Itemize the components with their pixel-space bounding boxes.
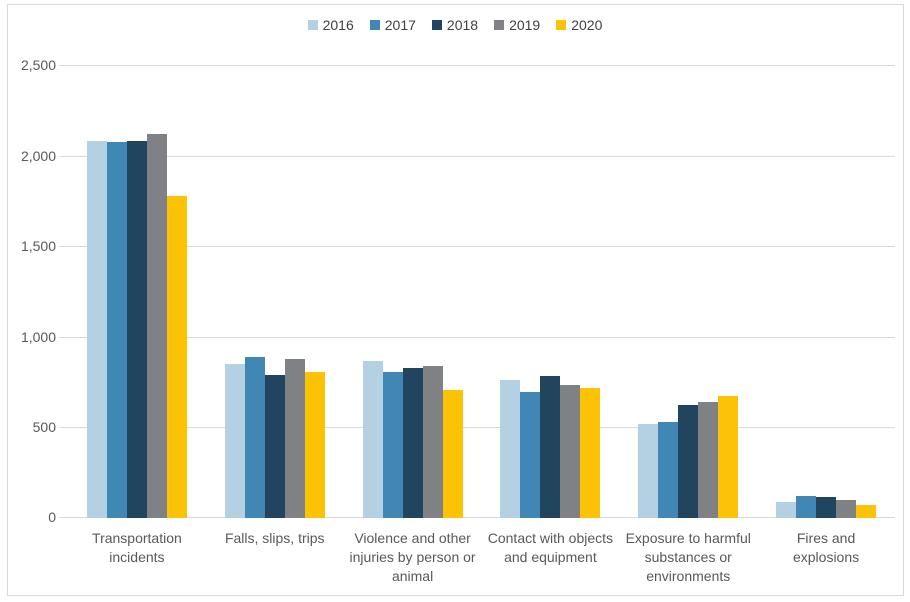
y-axis-tick [59, 427, 68, 428]
gridline [68, 337, 895, 338]
x-axis-label: Exposure to harmful substances or enviro… [625, 530, 751, 584]
y-axis-tick [59, 246, 68, 247]
bar-2020 [580, 388, 601, 518]
bar-group [481, 65, 619, 518]
legend-label: 2017 [384, 17, 416, 33]
bar-2019 [422, 365, 443, 518]
bar-2020 [304, 372, 325, 518]
bar-2019 [284, 358, 305, 518]
bar-2017 [106, 141, 127, 518]
legend-item-2018: 2018 [431, 17, 479, 33]
y-axis-label: 2,500 [20, 57, 56, 73]
x-axis-label: Falls, slips, trips [224, 530, 325, 546]
bar-2017 [520, 392, 541, 518]
gridline [68, 156, 895, 157]
bar-2020 [442, 390, 463, 518]
bar-2016 [362, 361, 383, 518]
bar-2020 [166, 195, 187, 518]
bar-group [619, 65, 757, 518]
bar-2018 [402, 367, 423, 518]
bar-2016 [500, 380, 521, 518]
bar-2018 [816, 497, 837, 518]
legend-label: 2018 [446, 17, 479, 33]
bar-group [344, 65, 482, 518]
bar-2017 [796, 495, 817, 518]
bar-2016 [638, 424, 659, 518]
plot-area: 0 500 1,000 1,500 2,000 2,500 Transportation … [21, 57, 895, 584]
legend-swatch [431, 20, 442, 30]
bar-2016 [776, 502, 797, 518]
bar-2020 [856, 504, 877, 518]
bar-2019 [560, 385, 581, 518]
bar-group [757, 65, 895, 518]
bar-group [206, 65, 344, 518]
gridline [68, 65, 895, 66]
bars-layer [68, 65, 895, 518]
bar-2018 [678, 405, 699, 518]
legend-swatch [494, 20, 505, 30]
legend-item-2019: 2019 [494, 17, 540, 33]
bar-2018 [126, 141, 147, 518]
bar-2016 [86, 140, 107, 518]
x-axis-label: Contact with objects and equipment [487, 530, 614, 565]
legend-swatch [556, 20, 567, 30]
y-axis-label: 1,000 [20, 329, 56, 345]
bar-2019 [146, 133, 167, 518]
y-axis-tick [59, 517, 68, 518]
legend-label: 2019 [509, 17, 541, 33]
bar-2017 [658, 421, 679, 518]
x-axis-line [68, 517, 895, 518]
y-axis-label: 2,000 [20, 148, 56, 164]
x-axis-label: Violence and other injuries by person or… [349, 530, 476, 584]
y-axis-tick [59, 337, 68, 338]
bar-2016 [224, 364, 245, 518]
bar-group [68, 65, 206, 518]
gridline [68, 246, 895, 247]
legend-swatch [369, 20, 380, 30]
bar-2019 [836, 500, 857, 518]
legend-label: 2016 [322, 17, 354, 33]
bar-2017 [382, 371, 403, 518]
y-axis-tick [59, 156, 68, 157]
chart-legend: 2016 2017 2018 2019 2020 [0, 17, 910, 33]
legend-label: 2020 [571, 17, 603, 33]
x-axis-label: Transportation incidents [92, 530, 182, 565]
x-axis-label: Fires and explosions [792, 530, 860, 565]
gridline [68, 427, 895, 428]
legend-swatch [307, 20, 318, 30]
bar-2017 [244, 357, 265, 518]
chart-border-frame [7, 4, 904, 596]
legend-item-2017: 2017 [369, 17, 416, 33]
legend-item-2020: 2020 [556, 17, 602, 33]
bar-2018 [540, 375, 561, 518]
y-axis-label: 1,500 [20, 238, 56, 254]
bar-2018 [264, 374, 285, 518]
legend-item-2016: 2016 [307, 17, 354, 33]
y-axis-label: 500 [32, 419, 56, 435]
bar-2019 [698, 401, 719, 518]
y-axis-label: 0 [48, 509, 56, 525]
bar-2020 [718, 396, 739, 518]
y-axis-tick [59, 65, 68, 66]
x-axis-labels: Transportation incidents Falls, slips, tr… [68, 529, 895, 586]
